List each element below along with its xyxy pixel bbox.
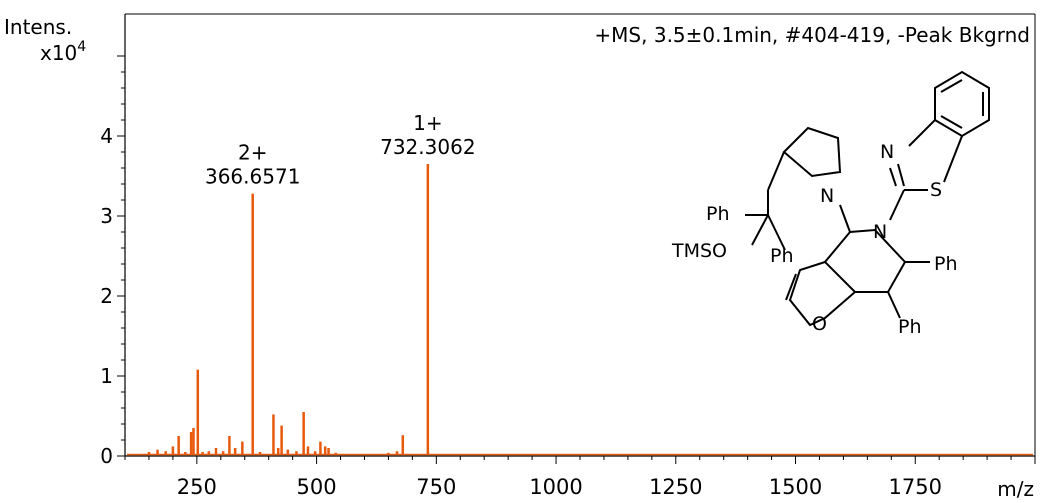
x-tick-label: 1500 xyxy=(769,475,822,499)
y-axis-label: Intens. xyxy=(4,15,72,39)
atom-n-ring: N xyxy=(873,221,887,243)
spectrum-title: +MS, 3.5±0.1min, #404-419, -Peak Bkgrnd xyxy=(594,23,1030,47)
peak-annotations: 2+366.6571 1+732.3062 xyxy=(205,111,476,189)
y-tick-label: 2 xyxy=(100,284,113,308)
thiazole-double-bond xyxy=(889,167,897,187)
pyrrolidine-ring xyxy=(782,126,842,178)
plot-area xyxy=(124,13,1036,457)
x-tick-label: 750 xyxy=(416,475,456,499)
peak-mz-label: 732.3062 xyxy=(380,135,475,159)
atom-n-benzothiazole: N xyxy=(880,141,894,163)
tmso-label: TMSO xyxy=(671,240,727,262)
y-tick-label: 1 xyxy=(100,364,113,388)
thiazole-bond xyxy=(908,119,936,147)
benzene-double-bond xyxy=(940,79,963,93)
piperidine-ring xyxy=(823,228,907,293)
thiazole-bond xyxy=(943,135,963,183)
peak-charge-label: 2+ xyxy=(238,141,267,165)
benzene-ring xyxy=(934,70,990,138)
n-c-bond xyxy=(839,204,851,233)
thiazole-bond xyxy=(897,163,905,187)
y-ticks: 0 1 2 3 4 xyxy=(100,55,125,468)
furan-double-bond xyxy=(785,273,797,301)
y-scale-label: x104 xyxy=(40,39,86,65)
peaks-series xyxy=(127,164,1033,456)
x-tick-label: 1250 xyxy=(649,475,702,499)
benzene-double-bond xyxy=(940,115,963,129)
x-tick-label: 1750 xyxy=(889,475,942,499)
ph-label-ring2: Ph xyxy=(898,316,922,338)
peak-charge-label: 1+ xyxy=(413,111,442,135)
x-axis-label: m/z xyxy=(997,477,1034,501)
x-ticks: 250 500 750 1000 1250 1500 1750 xyxy=(124,456,1036,499)
atom-o-furan: O xyxy=(812,313,827,335)
peak-mz-label: 366.6571 xyxy=(205,165,300,189)
c-o-bond xyxy=(751,214,769,246)
bond-to-n xyxy=(889,189,905,221)
x-tick-label: 500 xyxy=(297,475,337,499)
y-tick-label: 3 xyxy=(100,204,113,228)
y-tick-label: 4 xyxy=(100,124,113,148)
atom-n-pyrrolidine: N xyxy=(820,185,834,207)
c-ph-bond xyxy=(767,214,786,251)
c-c-bond xyxy=(767,151,785,191)
ph-label-top: Ph xyxy=(706,203,730,225)
c-ph-bond xyxy=(887,291,901,319)
chemical-structure-labels: N S N N O Ph TMSO Ph Ph Ph xyxy=(671,141,958,338)
furan-ring xyxy=(788,261,856,327)
x-tick-label: 250 xyxy=(177,475,217,499)
chemical-structure xyxy=(745,70,990,327)
x-tick-label: 1000 xyxy=(529,475,582,499)
ph-label-ring1: Ph xyxy=(934,253,958,275)
y-tick-label: 0 xyxy=(100,444,113,468)
atom-s-benzothiazole: S xyxy=(930,179,942,201)
ph-label-mid: Ph xyxy=(770,245,794,267)
